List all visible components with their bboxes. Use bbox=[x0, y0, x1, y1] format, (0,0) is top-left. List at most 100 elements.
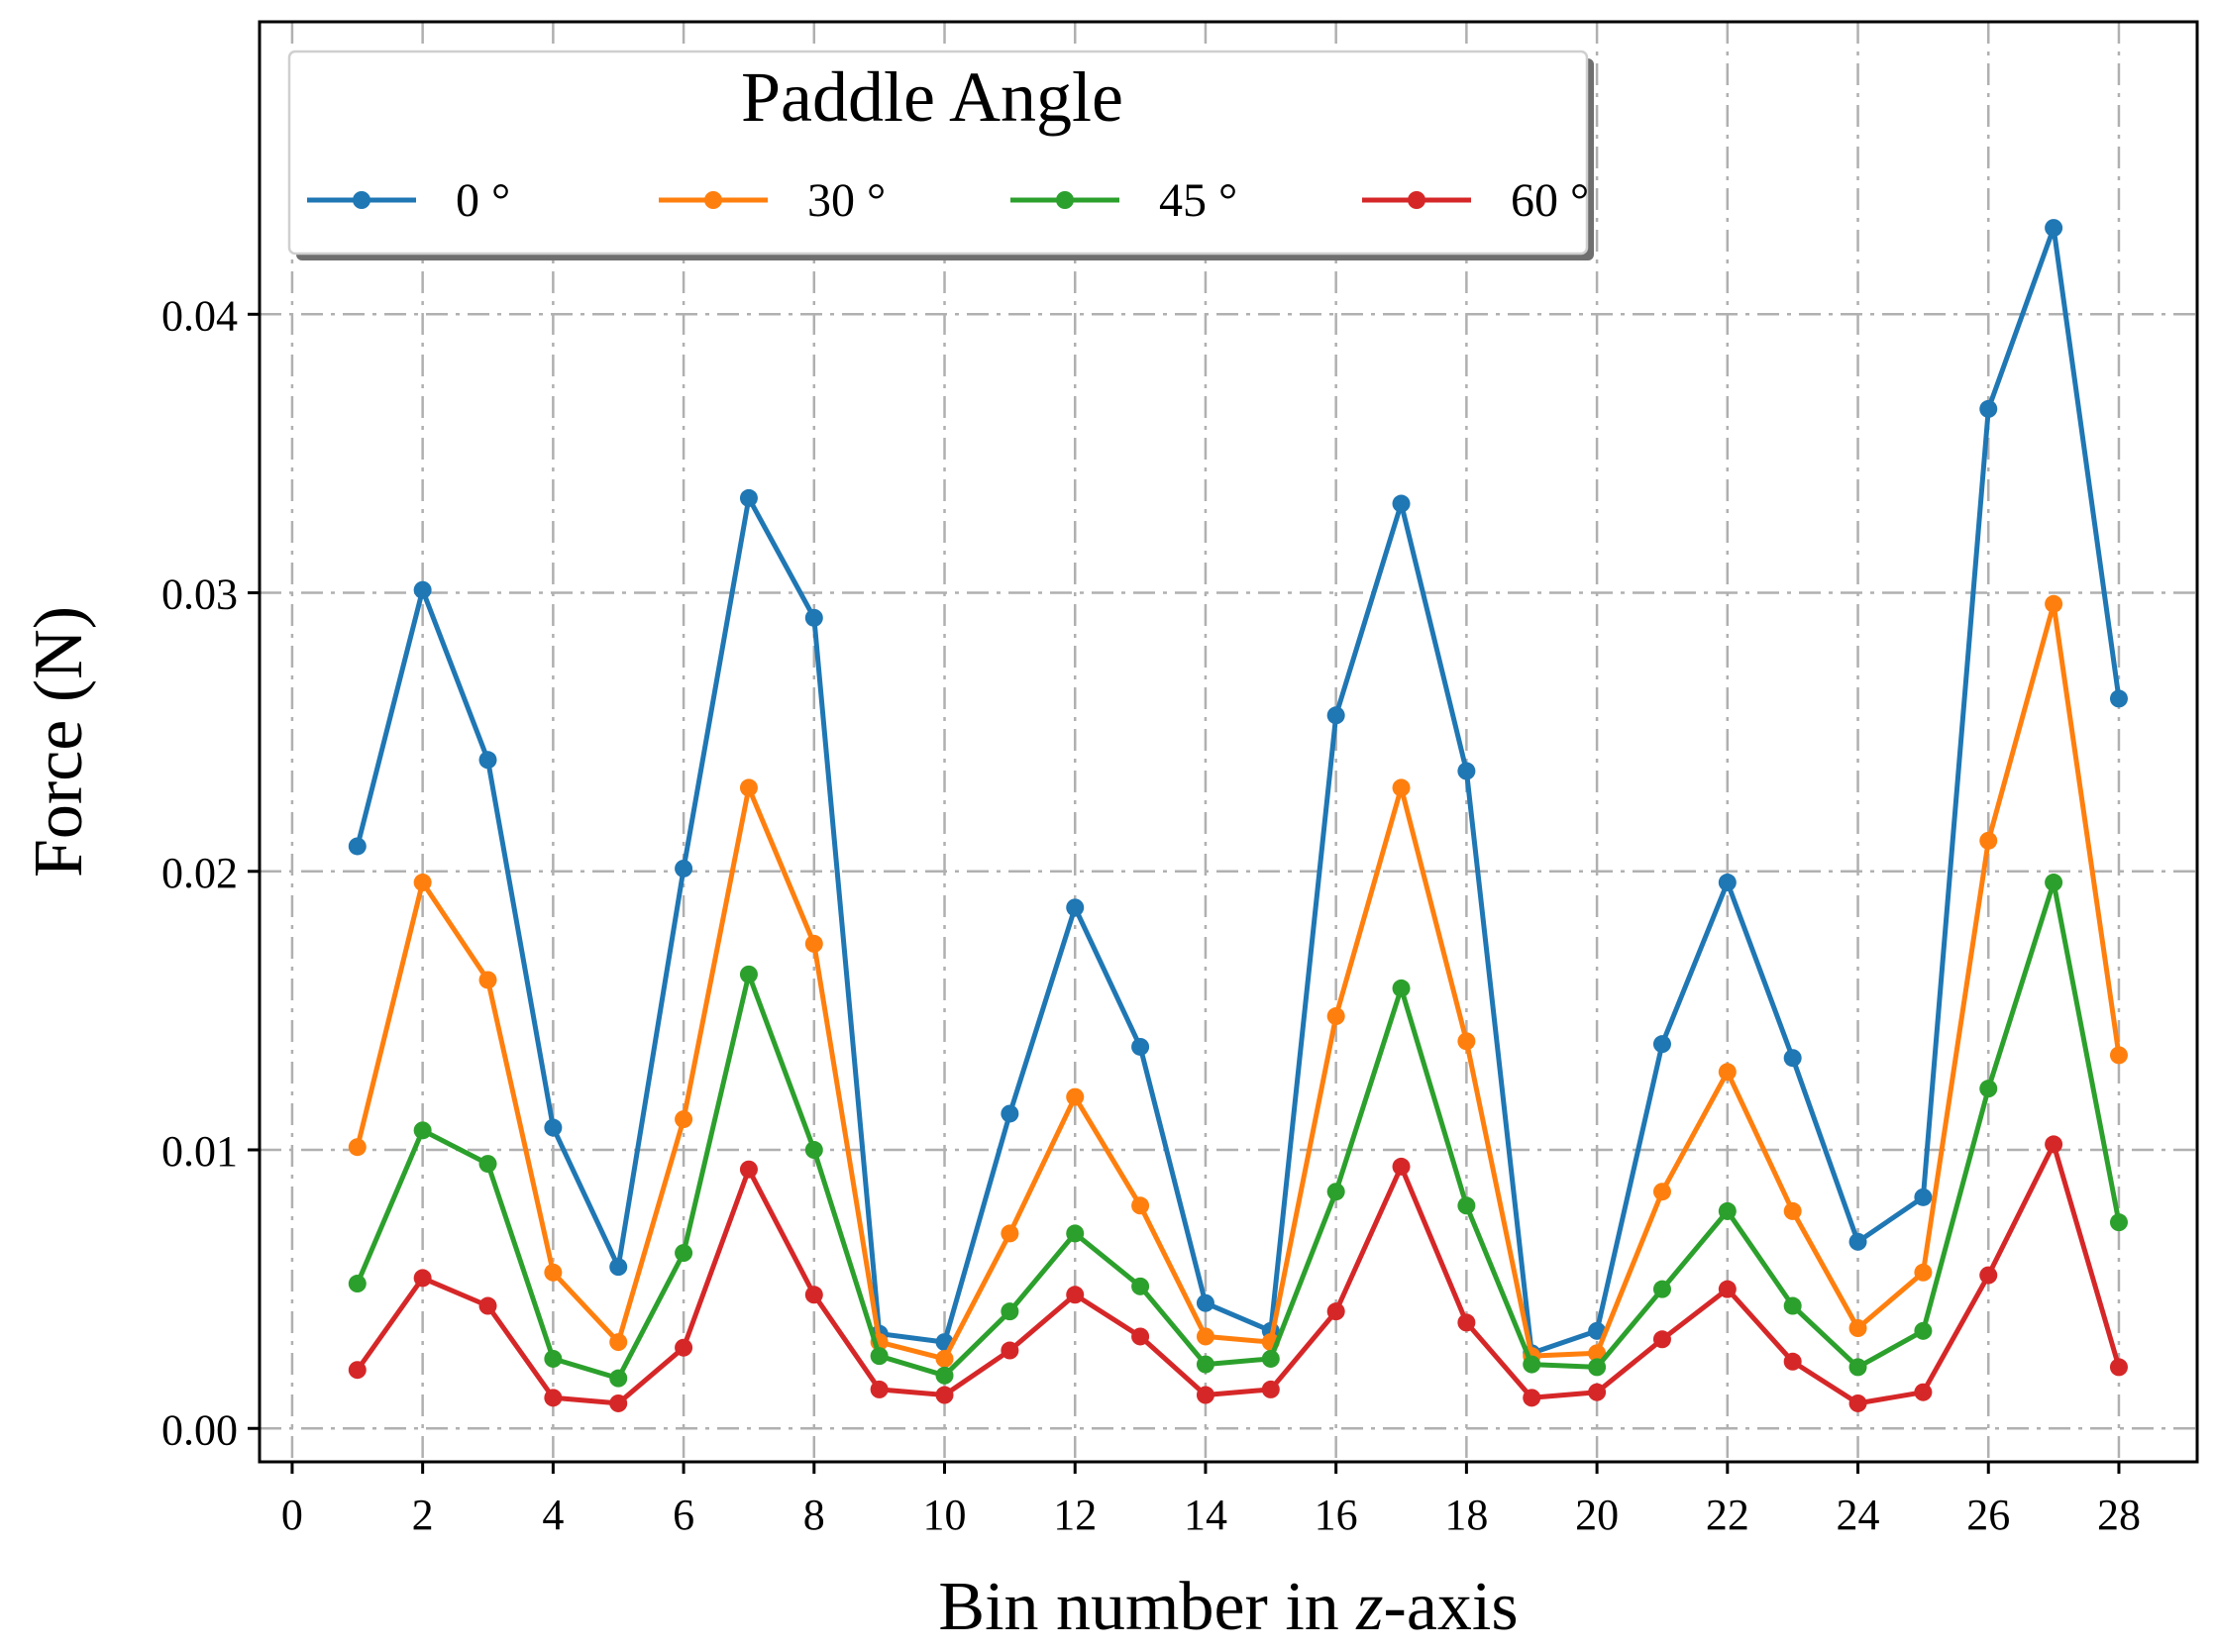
x-tick-label: 6 bbox=[673, 1491, 694, 1539]
series-2 bbox=[348, 874, 2128, 1388]
x-axis-title-suffix: -axis bbox=[1384, 1569, 1519, 1645]
series-3 bbox=[348, 1135, 2128, 1412]
data-point bbox=[870, 1380, 889, 1398]
data-point bbox=[1066, 1224, 1085, 1243]
grid-lines bbox=[260, 22, 2197, 1462]
x-tick-label: 18 bbox=[1444, 1491, 1488, 1539]
legend-entry-3: 60 ° bbox=[1362, 174, 1589, 227]
data-point bbox=[1783, 1296, 1802, 1315]
data-point bbox=[1652, 1330, 1671, 1349]
plot-frame bbox=[258, 20, 2199, 1464]
data-point bbox=[1718, 874, 1737, 892]
data-point bbox=[1588, 1321, 1607, 1340]
data-point bbox=[348, 1138, 367, 1157]
legend-marker bbox=[353, 191, 370, 209]
data-point bbox=[1066, 898, 1085, 917]
data-point bbox=[348, 837, 367, 856]
data-point bbox=[935, 1349, 954, 1368]
y-axis-title: Force (N) bbox=[21, 606, 97, 878]
data-point bbox=[2045, 874, 2063, 892]
data-point bbox=[2109, 689, 2128, 708]
y-tick-label: 0.00 bbox=[161, 1405, 238, 1454]
data-point bbox=[1326, 1183, 1345, 1201]
legend-marker bbox=[704, 191, 722, 209]
data-point bbox=[1652, 1183, 1671, 1201]
data-point bbox=[1979, 831, 1998, 850]
data-point bbox=[1261, 1349, 1280, 1368]
data-point bbox=[1979, 1266, 1998, 1285]
data-point bbox=[413, 1121, 432, 1140]
data-point bbox=[1261, 1380, 1280, 1398]
x-tick-label: 0 bbox=[281, 1491, 303, 1539]
data-point bbox=[1392, 1157, 1411, 1176]
series-line bbox=[355, 879, 2122, 1382]
data-point bbox=[1783, 1201, 1802, 1220]
data-point bbox=[1131, 1327, 1150, 1346]
data-point bbox=[1718, 1280, 1737, 1298]
data-point bbox=[1001, 1302, 1019, 1321]
data-point bbox=[935, 1386, 954, 1404]
legend-entry-2: 45 ° bbox=[1010, 174, 1237, 227]
series-line bbox=[355, 601, 2122, 1362]
data-point bbox=[1001, 1224, 1019, 1243]
data-point bbox=[2045, 219, 2063, 238]
y-tick-label: 0.02 bbox=[161, 849, 238, 897]
data-point bbox=[1718, 1063, 1737, 1082]
data-point bbox=[675, 1110, 693, 1129]
data-point bbox=[413, 874, 432, 892]
legend-label: 30 ° bbox=[807, 174, 886, 227]
data-point bbox=[1588, 1344, 1607, 1363]
x-tick-label: 12 bbox=[1053, 1491, 1097, 1539]
data-point bbox=[804, 608, 823, 627]
data-point bbox=[739, 1160, 758, 1179]
data-point bbox=[1783, 1352, 1802, 1371]
data-point bbox=[2109, 1046, 2128, 1065]
data-point bbox=[1588, 1383, 1607, 1401]
data-point bbox=[870, 1347, 889, 1366]
data-point bbox=[348, 1275, 367, 1293]
x-tick-label: 22 bbox=[1706, 1491, 1749, 1539]
series-group bbox=[348, 219, 2128, 1412]
data-point bbox=[1457, 1032, 1476, 1051]
x-tick-label: 28 bbox=[2097, 1491, 2141, 1539]
data-point bbox=[413, 580, 432, 599]
data-point bbox=[1457, 1313, 1476, 1332]
x-tick-label: 8 bbox=[803, 1491, 825, 1539]
data-point bbox=[1392, 778, 1411, 797]
data-point bbox=[1326, 1302, 1345, 1321]
legend-marker bbox=[1408, 191, 1425, 209]
data-point bbox=[1914, 1383, 1933, 1401]
data-point bbox=[609, 1394, 628, 1412]
legend-label: 45 ° bbox=[1159, 174, 1237, 227]
legend-entry-0: 0 ° bbox=[307, 174, 510, 227]
data-point bbox=[1131, 1196, 1150, 1215]
x-tick-label: 2 bbox=[412, 1491, 434, 1539]
legend-entry-1: 30 ° bbox=[659, 174, 886, 227]
series-line bbox=[355, 1141, 2122, 1406]
legend: Paddle Angle 0 ° 30 ° 45 ° 60 ° bbox=[287, 50, 1594, 260]
y-axis-ticks: 0.00 0.01 0.02 0.03 0.04 bbox=[161, 291, 260, 1454]
data-point bbox=[609, 1333, 628, 1352]
x-tick-label: 14 bbox=[1184, 1491, 1227, 1539]
data-point bbox=[1848, 1358, 1867, 1377]
data-point bbox=[1523, 1389, 1541, 1407]
data-point bbox=[739, 488, 758, 507]
x-axis-title-prefix: Bin number in bbox=[938, 1569, 1356, 1645]
x-tick-label: 4 bbox=[542, 1491, 564, 1539]
data-point bbox=[1326, 1007, 1345, 1026]
y-tick-label: 0.04 bbox=[161, 291, 238, 340]
x-tick-label: 24 bbox=[1837, 1491, 1880, 1539]
data-point bbox=[1783, 1049, 1802, 1068]
data-point bbox=[478, 751, 497, 770]
x-axis-ticks: 0 2 4 6 8 10 12 14 16 18 20 22 24 26 28 bbox=[281, 1462, 2141, 1539]
data-point bbox=[609, 1258, 628, 1277]
data-point bbox=[1588, 1358, 1607, 1377]
series-line bbox=[355, 225, 2122, 1356]
y-tick-label: 0.01 bbox=[161, 1127, 238, 1176]
data-point bbox=[478, 971, 497, 989]
data-point bbox=[1652, 1280, 1671, 1298]
data-point bbox=[544, 1118, 563, 1137]
data-point bbox=[1848, 1232, 1867, 1251]
